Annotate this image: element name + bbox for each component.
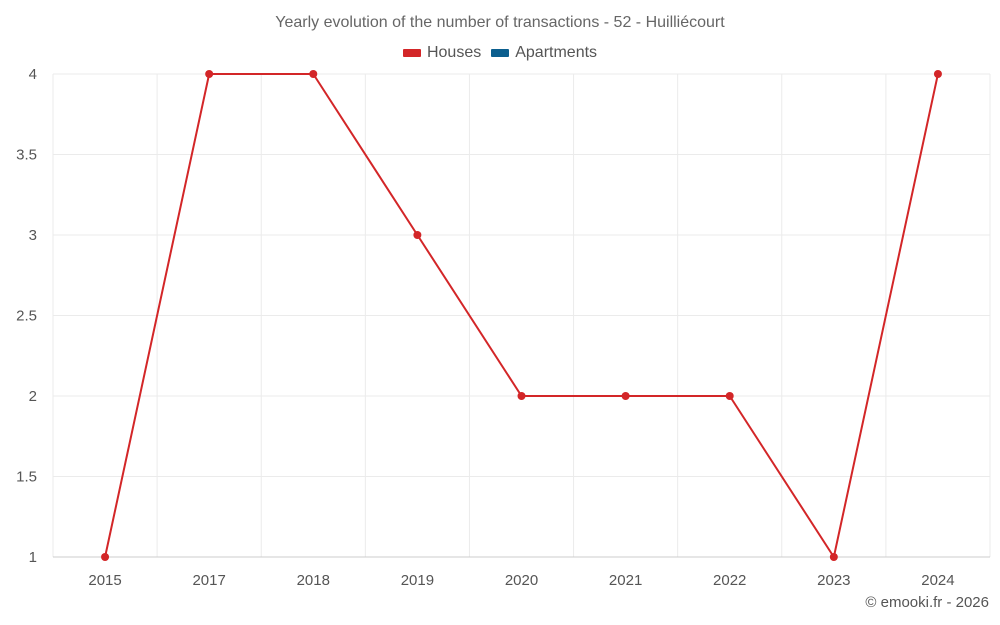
legend-label-houses: Houses [426, 44, 482, 61]
legend-item-apartments[interactable]: Apartments [491, 44, 597, 62]
data-point [205, 70, 214, 78]
legend-item-houses[interactable]: Houses [402, 44, 482, 62]
y-tick-label: 3 [29, 227, 37, 244]
legend-swatch-houses [402, 49, 421, 57]
y-tick-label: 2 [29, 388, 37, 405]
data-point [829, 553, 838, 561]
y-tick-label: 1.5 [16, 469, 37, 486]
data-point [309, 70, 318, 78]
legend: Houses Apartments [0, 44, 1000, 62]
data-point [725, 392, 734, 400]
x-tick-label: 2018 [297, 572, 330, 589]
series-houses [101, 70, 942, 561]
x-tick-label: 2021 [609, 572, 642, 589]
x-tick-label: 2015 [88, 572, 121, 589]
x-tick-label: 2020 [505, 572, 538, 589]
x-tick-label: 2022 [713, 572, 746, 589]
data-point [933, 70, 942, 78]
x-tick-label: 2023 [817, 572, 850, 589]
y-tick-label: 1 [29, 549, 37, 566]
grid [52, 73, 991, 557]
chart-title: Yearly evolution of the number of transa… [275, 14, 725, 31]
credit-text: © emooki.fr - 2026 [865, 594, 989, 611]
data-point [413, 231, 422, 239]
legend-label-apartments: Apartments [515, 44, 598, 61]
y-tick-label: 4 [29, 66, 37, 83]
x-tick-label: 2019 [401, 572, 434, 589]
legend-swatch-apartments [491, 49, 510, 57]
data-point [101, 553, 110, 561]
data-point [621, 392, 630, 400]
x-tick-label: 2024 [921, 572, 954, 589]
x-tick-label: 2017 [192, 572, 225, 589]
y-tick-label: 2.5 [16, 308, 37, 325]
y-tick-label: 3.5 [16, 147, 37, 164]
data-point [517, 392, 526, 400]
